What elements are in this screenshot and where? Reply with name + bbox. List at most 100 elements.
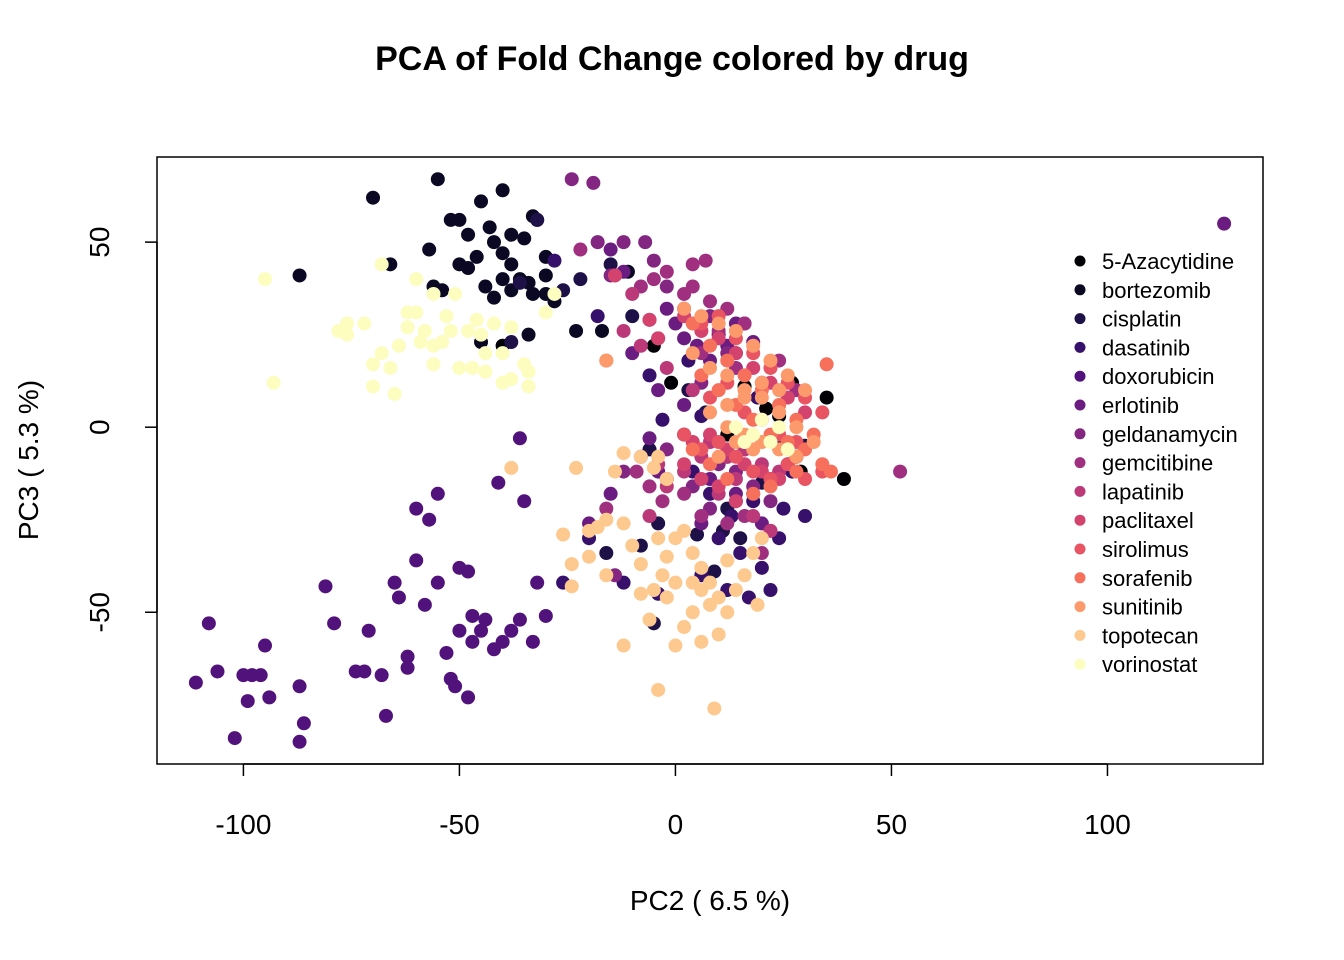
data-point xyxy=(646,253,661,268)
data-point xyxy=(582,549,597,564)
data-point xyxy=(677,331,692,346)
data-point xyxy=(728,449,743,464)
data-point xyxy=(599,568,614,583)
data-point xyxy=(690,527,705,542)
data-point xyxy=(210,664,225,679)
data-point xyxy=(361,623,376,638)
data-point xyxy=(607,464,622,479)
legend-label: sorafenib xyxy=(1102,566,1193,591)
data-point xyxy=(409,553,424,568)
data-point xyxy=(240,694,255,709)
data-point xyxy=(677,427,692,442)
data-point xyxy=(659,301,674,316)
data-point xyxy=(603,486,618,501)
data-point xyxy=(590,235,605,250)
data-point xyxy=(430,486,445,501)
data-point xyxy=(258,638,273,653)
data-point xyxy=(720,605,735,620)
data-point xyxy=(318,579,333,594)
data-point xyxy=(806,434,821,449)
data-point xyxy=(677,620,692,635)
data-point xyxy=(798,383,813,398)
data-point xyxy=(296,716,311,731)
data-point xyxy=(694,309,709,324)
data-point xyxy=(188,675,203,690)
data-point xyxy=(659,590,674,605)
data-point xyxy=(465,360,480,375)
data-point xyxy=(422,512,437,527)
legend-marker xyxy=(1074,399,1086,411)
data-point xyxy=(685,279,700,294)
data-point xyxy=(409,501,424,516)
data-point xyxy=(374,346,389,361)
x-tick-label: -50 xyxy=(439,809,479,840)
data-point xyxy=(746,338,761,353)
data-point xyxy=(474,623,489,638)
data-point xyxy=(357,664,372,679)
data-point xyxy=(728,583,743,598)
data-point xyxy=(495,375,510,390)
data-point xyxy=(292,734,307,749)
data-point xyxy=(564,579,579,594)
data-point xyxy=(694,560,709,575)
data-point xyxy=(616,323,631,338)
data-point xyxy=(625,538,640,553)
data-point xyxy=(720,553,735,568)
data-point xyxy=(599,546,614,561)
data-point xyxy=(685,257,700,272)
data-point xyxy=(521,379,536,394)
data-point xyxy=(465,608,480,623)
data-point xyxy=(646,583,661,598)
data-point xyxy=(685,383,700,398)
data-point xyxy=(461,690,476,705)
data-point xyxy=(633,449,648,464)
data-point xyxy=(504,320,519,335)
data-point xyxy=(430,172,445,187)
data-point xyxy=(474,194,489,209)
data-point xyxy=(659,264,674,279)
data-point xyxy=(253,668,268,683)
data-point xyxy=(486,235,501,250)
legend-label: gemcitibine xyxy=(1102,451,1213,476)
legend-marker xyxy=(1074,514,1086,526)
data-point xyxy=(836,472,851,487)
data-point xyxy=(426,286,441,301)
y-tick-label: 50 xyxy=(84,227,115,258)
data-point xyxy=(327,616,342,631)
data-point xyxy=(486,290,501,305)
data-point xyxy=(703,405,717,420)
data-point xyxy=(759,401,774,416)
data-point xyxy=(538,268,553,283)
data-point xyxy=(720,516,735,531)
legend-marker xyxy=(1074,428,1086,440)
data-point xyxy=(504,460,519,475)
y-axis-label: PC3 ( 5.3 %) xyxy=(13,380,44,540)
x-axis: -100 -50 0 50 100 xyxy=(215,763,1131,840)
data-point xyxy=(819,357,834,372)
legend-label: erlotinib xyxy=(1102,393,1179,418)
data-point xyxy=(780,368,795,383)
data-point xyxy=(564,172,579,187)
data-point xyxy=(413,335,428,350)
x-axis-label: PC2 ( 6.5 %) xyxy=(630,885,790,916)
data-point xyxy=(754,412,769,427)
data-point xyxy=(603,257,618,272)
data-point xyxy=(664,375,679,390)
data-point xyxy=(452,360,467,375)
data-point xyxy=(642,612,657,627)
x-tick-label: 50 xyxy=(876,809,907,840)
data-point xyxy=(504,623,519,638)
data-point xyxy=(668,638,683,653)
data-point xyxy=(625,309,640,324)
data-point xyxy=(642,479,657,494)
data-point xyxy=(677,397,692,412)
data-point xyxy=(685,575,700,590)
legend-marker xyxy=(1074,370,1086,382)
data-point xyxy=(512,431,527,446)
data-point xyxy=(530,212,545,227)
data-point xyxy=(685,346,700,361)
data-point xyxy=(417,597,432,612)
data-point xyxy=(538,608,553,623)
data-point xyxy=(417,323,432,338)
data-point xyxy=(746,546,761,561)
